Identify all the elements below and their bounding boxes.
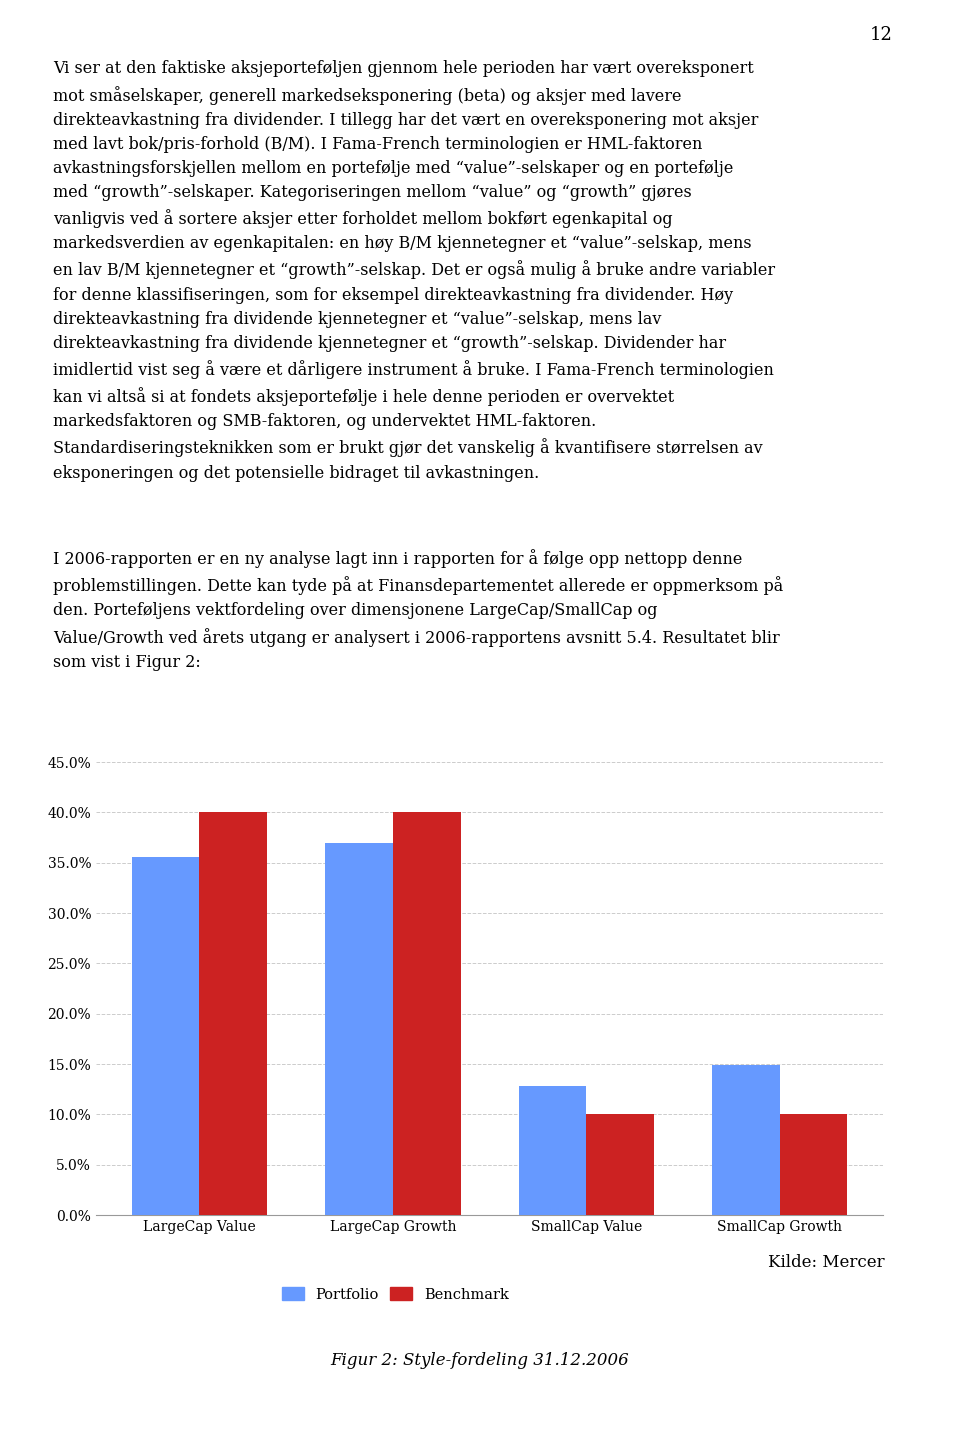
Bar xyxy=(780,1114,848,1215)
Legend: Portfolio, Benchmark: Portfolio, Benchmark xyxy=(276,1281,515,1307)
Bar xyxy=(132,857,200,1215)
Text: Kilde: Mercer: Kilde: Mercer xyxy=(768,1254,884,1271)
Text: Figur 2: Style-fordeling 31.12.2006: Figur 2: Style-fordeling 31.12.2006 xyxy=(330,1352,630,1369)
Text: I 2006-rapporten er en ny analyse lagt inn i rapporten for å følge opp nettopp d: I 2006-rapporten er en ny analyse lagt i… xyxy=(53,549,783,670)
Bar xyxy=(325,843,393,1215)
Bar xyxy=(587,1114,654,1215)
Bar xyxy=(200,812,267,1215)
Bar xyxy=(518,1086,587,1215)
Bar xyxy=(712,1066,780,1215)
Text: Vi ser at den faktiske aksjeporteføljen gjennom hele perioden har vært overekspo: Vi ser at den faktiske aksjeporteføljen … xyxy=(53,60,775,482)
Bar xyxy=(393,812,461,1215)
Text: 12: 12 xyxy=(870,26,893,45)
